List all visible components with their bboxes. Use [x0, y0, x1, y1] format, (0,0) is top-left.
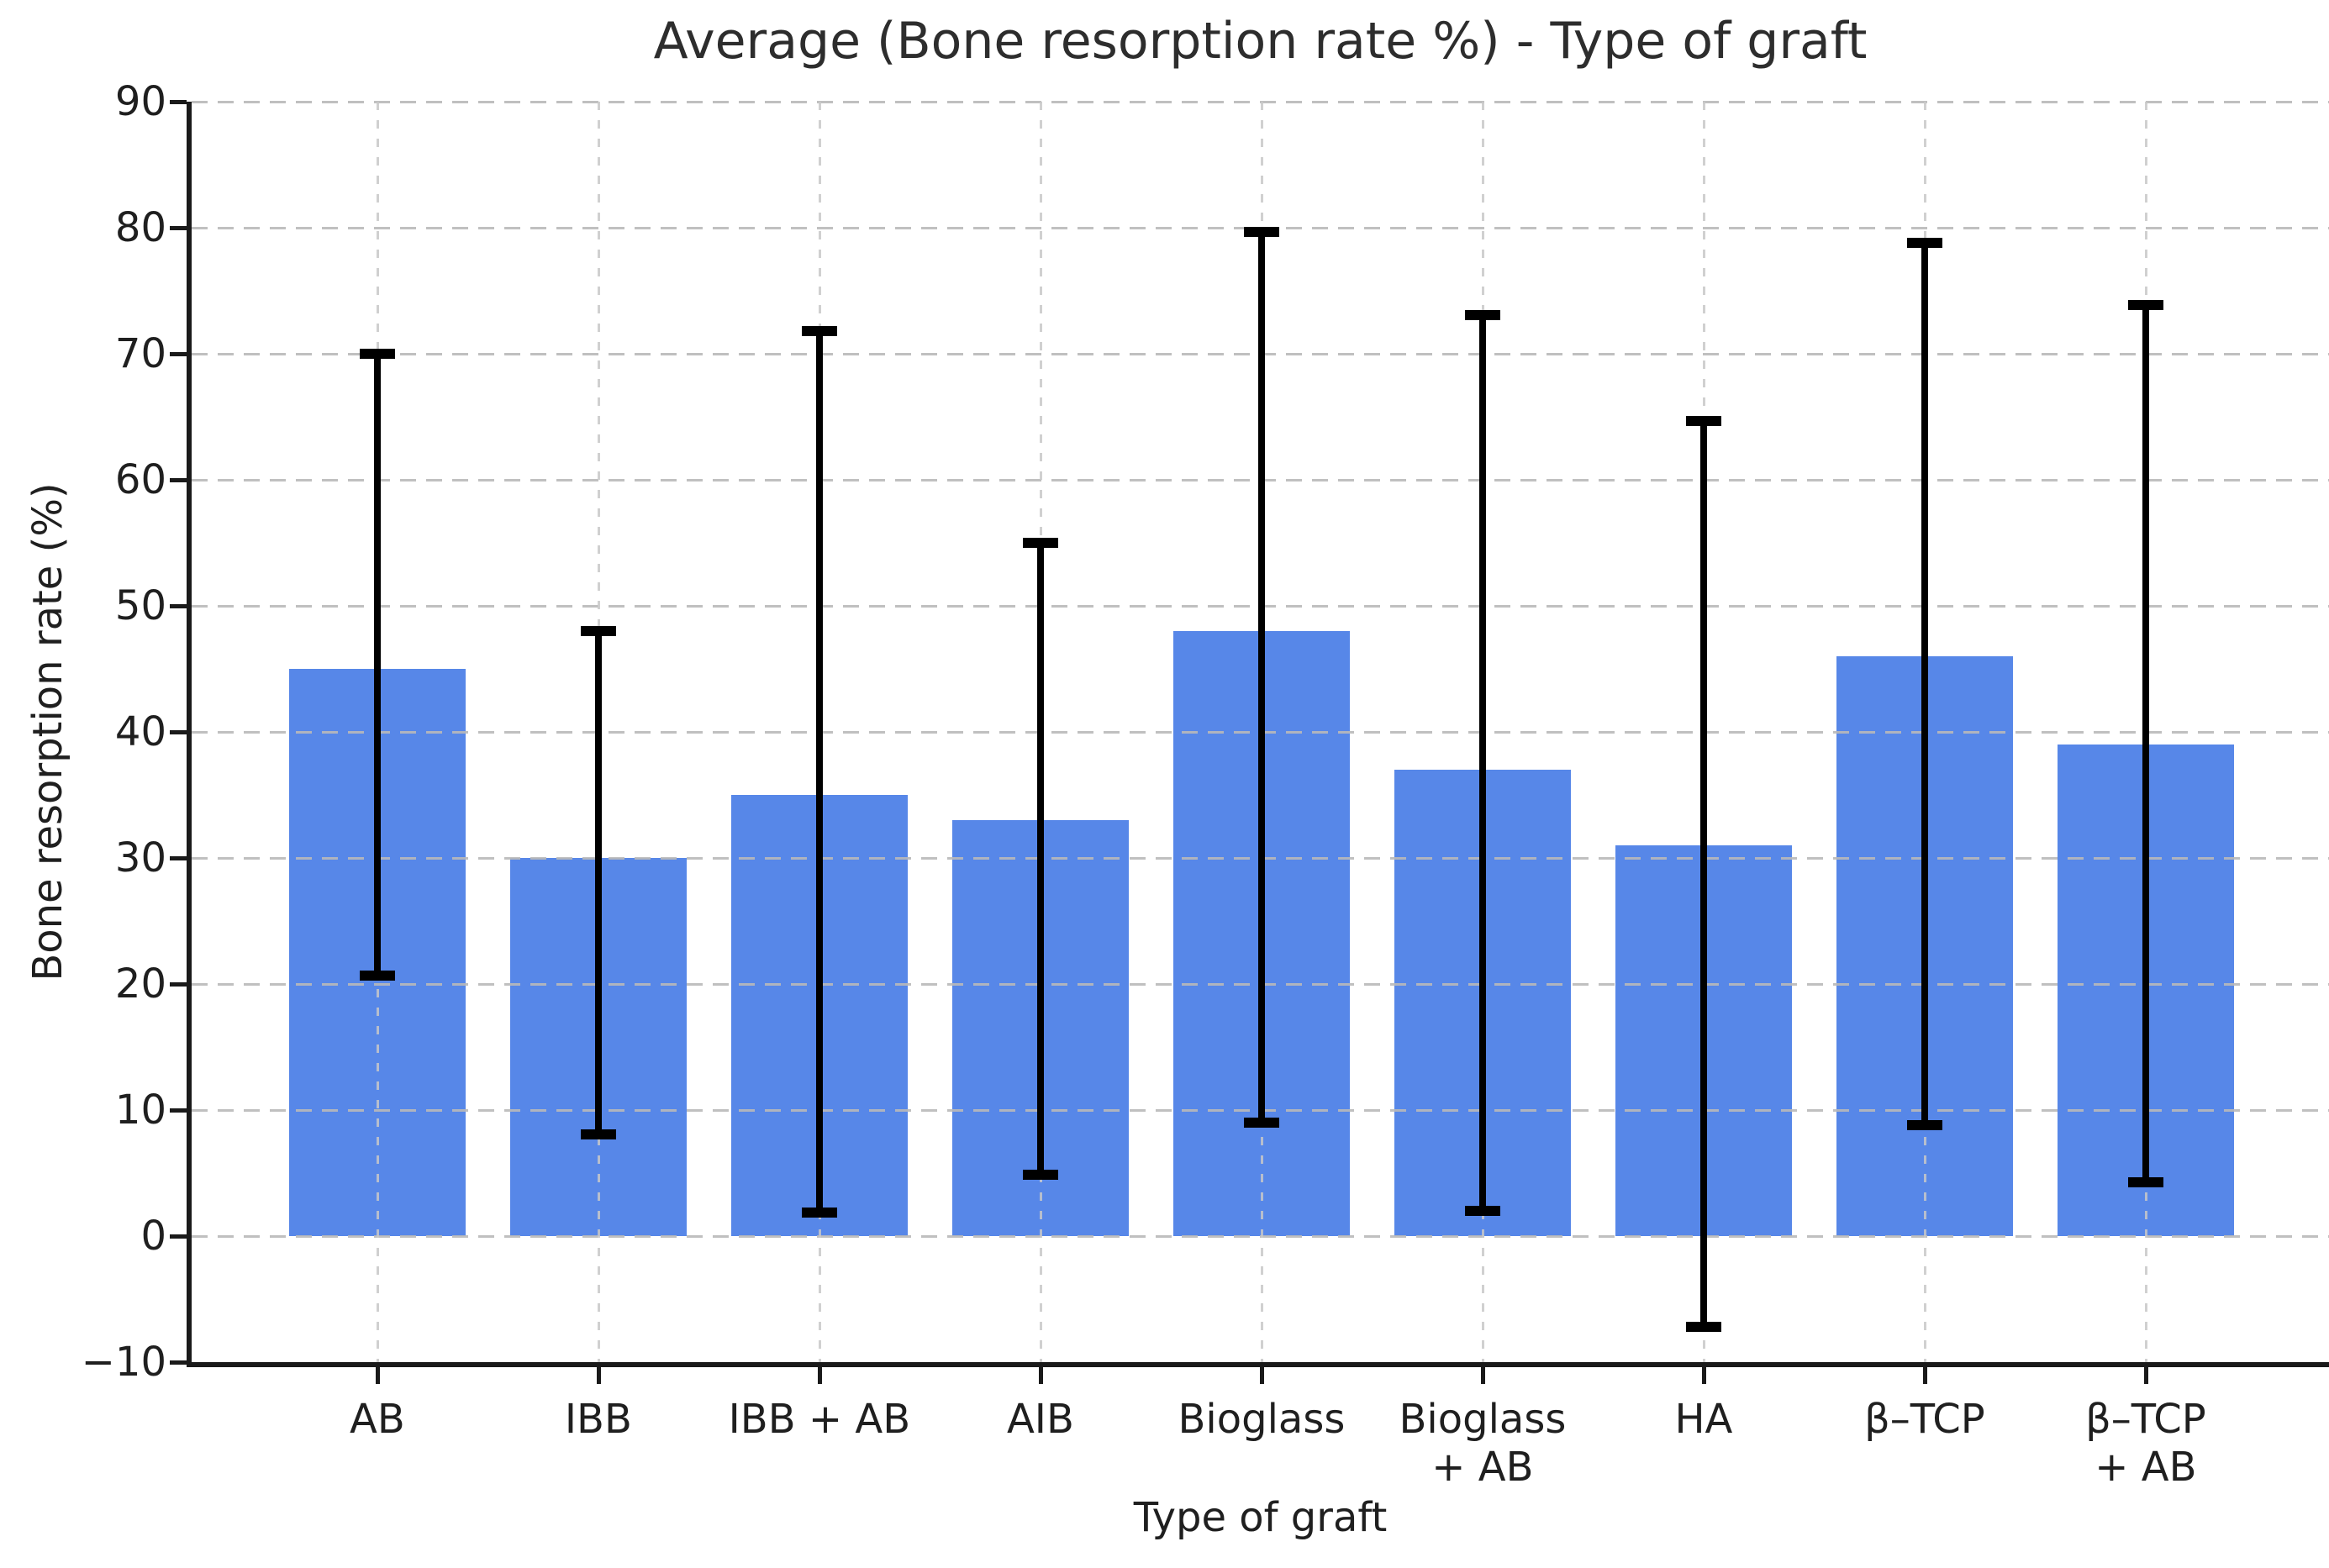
error-bar-cap-bottom-8 — [2127, 1176, 2163, 1187]
error-bar-cap-bottom-4 — [1243, 1118, 1279, 1128]
y-tick-label-0: 0 — [140, 1213, 166, 1260]
error-bar-cap-bottom-2 — [801, 1207, 837, 1218]
y-tick-mark-80 — [170, 226, 187, 230]
h-gridline-90 — [192, 101, 2329, 103]
x-tick-label-2: IBB + AB — [728, 1396, 911, 1443]
error-bar-cap-bottom-7 — [1906, 1120, 1942, 1130]
y-tick-mark-10 — [170, 1108, 187, 1113]
error-bar-cap-bottom-5 — [1464, 1206, 1500, 1216]
y-tick-label-30: 30 — [114, 834, 166, 881]
y-tick-label-20: 20 — [114, 960, 166, 1008]
x-tick-mark-0 — [375, 1367, 380, 1384]
h-gridline-0 — [192, 1235, 2329, 1238]
x-tick-mark-2 — [817, 1367, 822, 1384]
x-tick-label-3: AIB — [1006, 1396, 1074, 1443]
y-tick-label-60: 60 — [114, 456, 166, 503]
y-tick-label-10: 10 — [114, 1087, 166, 1134]
y-tick-label--10: −10 — [81, 1339, 166, 1386]
y-tick-label-70: 70 — [114, 330, 166, 377]
error-bar-cap-bottom-6 — [1685, 1322, 1721, 1332]
x-tick-mark-5 — [1480, 1367, 1485, 1384]
x-tick-mark-6 — [1701, 1367, 1706, 1384]
error-bar-line-1 — [594, 631, 602, 1134]
x-axis-spine — [187, 1362, 2329, 1367]
error-bar-cap-top-7 — [1906, 238, 1942, 248]
x-tick-mark-4 — [1259, 1367, 1264, 1384]
y-tick-label-40: 40 — [114, 708, 166, 755]
x-tick-label-4: Bioglass — [1178, 1396, 1346, 1443]
y-tick-mark-40 — [170, 730, 187, 734]
x-tick-label-0: AB — [350, 1396, 405, 1443]
error-bar-cap-top-6 — [1685, 415, 1721, 426]
y-tick-mark-30 — [170, 856, 187, 860]
y-tick-mark--10 — [170, 1360, 187, 1365]
error-bar-cap-top-2 — [801, 326, 837, 336]
y-axis-label: Bone resorption rate (%) — [24, 482, 71, 981]
error-bar-line-5 — [1478, 314, 1486, 1211]
x-tick-mark-8 — [2143, 1367, 2148, 1384]
y-tick-label-90: 90 — [114, 78, 166, 125]
x-tick-label-1: IBB — [564, 1396, 632, 1443]
x-tick-label-8: β–TCP + AB — [2085, 1396, 2206, 1491]
error-bar-line-8 — [2142, 304, 2149, 1182]
x-tick-label-5: Bioglass + AB — [1399, 1396, 1567, 1491]
y-tick-mark-20 — [170, 982, 187, 987]
error-bar-cap-top-5 — [1464, 309, 1500, 320]
error-bar-cap-bottom-0 — [359, 970, 395, 981]
error-bar-cap-bottom-1 — [580, 1129, 616, 1139]
error-bar-cap-top-1 — [580, 626, 616, 636]
chart-title: Average (Bone resorption rate %) - Type … — [653, 12, 1868, 71]
x-tick-label-6: HA — [1674, 1396, 1733, 1443]
x-tick-mark-3 — [1038, 1367, 1043, 1384]
x-tick-label-7: β–TCP — [1864, 1396, 1985, 1443]
y-tick-label-80: 80 — [114, 204, 166, 251]
x-axis-label: Type of graft — [1133, 1494, 1388, 1541]
y-axis-spine — [187, 102, 192, 1367]
y-tick-mark-0 — [170, 1234, 187, 1239]
error-bar-cap-top-0 — [359, 349, 395, 359]
error-bar-cap-top-4 — [1243, 226, 1279, 237]
y-tick-mark-90 — [170, 100, 187, 104]
error-bar-line-4 — [1257, 231, 1265, 1123]
x-tick-mark-1 — [596, 1367, 601, 1384]
y-tick-label-50: 50 — [114, 582, 166, 629]
error-bar-line-3 — [1036, 543, 1044, 1175]
error-bar-line-0 — [373, 354, 381, 976]
y-tick-mark-60 — [170, 478, 187, 482]
y-tick-mark-50 — [170, 604, 187, 608]
error-bar-line-6 — [1699, 420, 1707, 1327]
error-bar-cap-top-3 — [1022, 538, 1058, 548]
error-bar-line-7 — [1921, 243, 1928, 1125]
error-bar-line-2 — [815, 331, 823, 1213]
error-bar-cap-top-8 — [2127, 299, 2163, 310]
error-bar-cap-bottom-3 — [1022, 1169, 1058, 1180]
x-tick-mark-7 — [1922, 1367, 1927, 1384]
y-tick-mark-70 — [170, 352, 187, 356]
